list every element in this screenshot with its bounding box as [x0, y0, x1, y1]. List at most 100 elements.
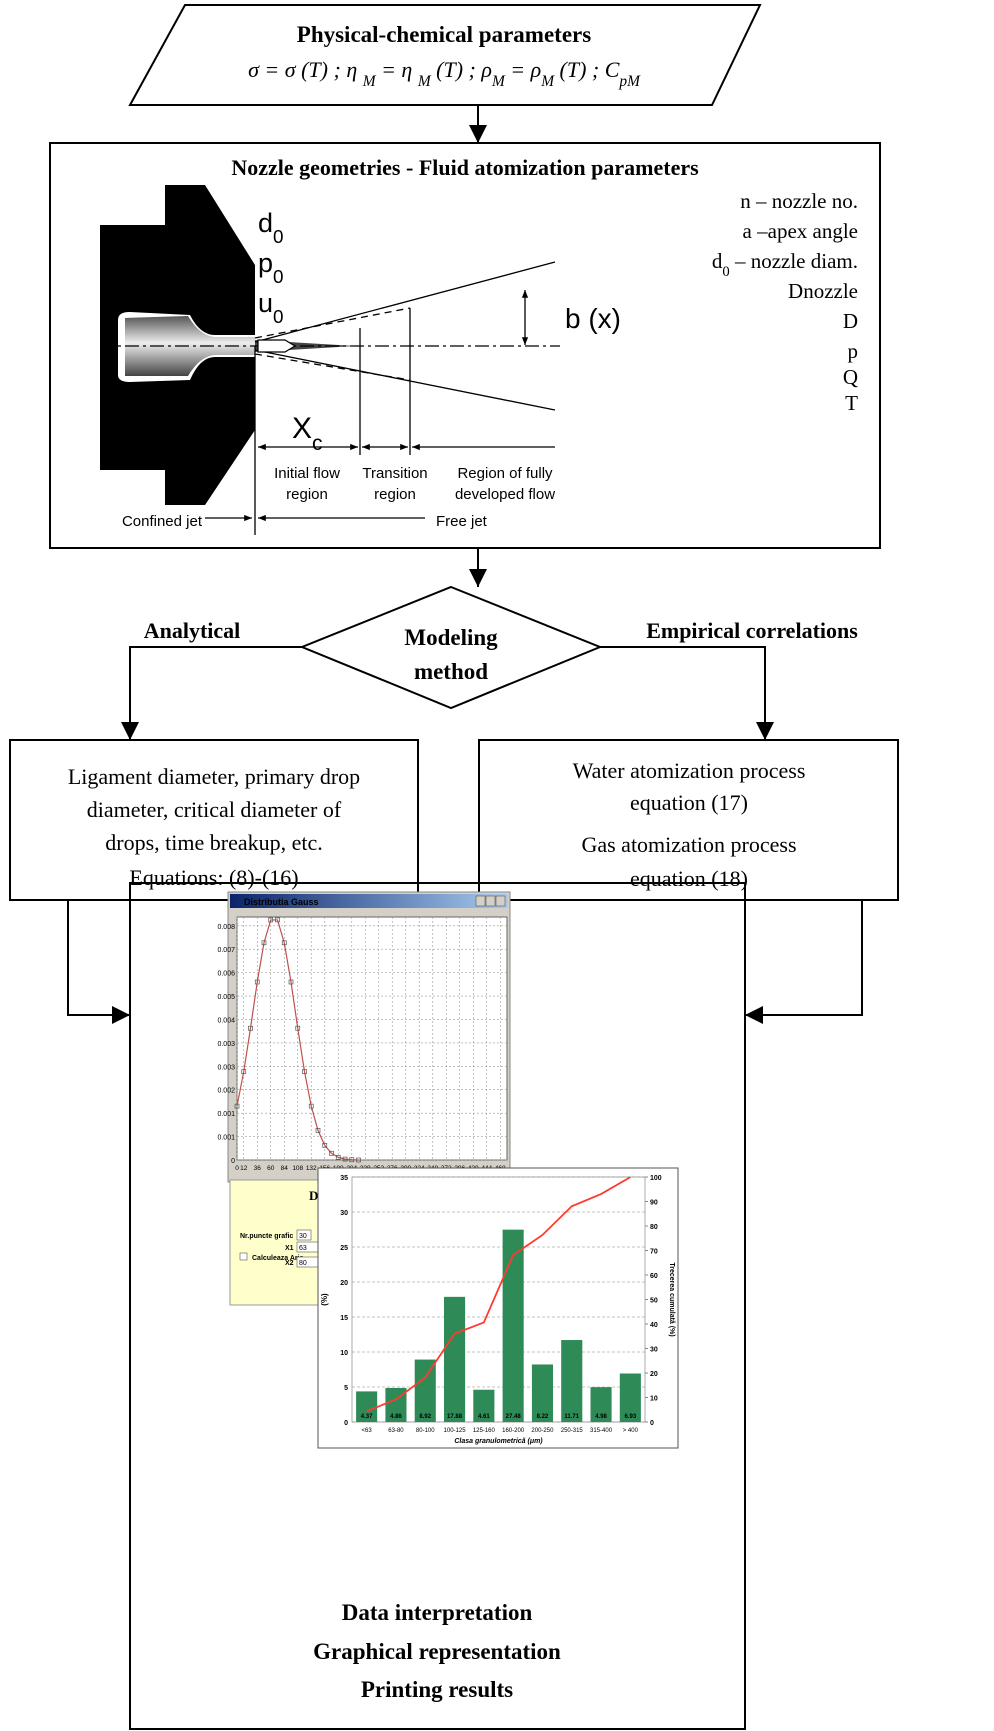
page: {"header": {"title": "Physical-chemical …	[0, 0, 994, 1731]
header-title: Physical-chemical parameters	[297, 22, 591, 47]
parameter: Q	[843, 365, 858, 389]
region-label: Initial flow	[274, 465, 340, 482]
window-button	[496, 896, 505, 906]
input-value: 80	[299, 1260, 307, 1267]
arrow	[130, 647, 302, 740]
y2-tick-label: 90	[650, 1200, 658, 1207]
x-tick-label: 125-160	[473, 1428, 496, 1434]
text-part: M	[362, 73, 377, 90]
y-tick-label: 15	[340, 1315, 348, 1322]
y-tick-label: 0.004	[217, 1017, 235, 1024]
y2-tick-label: 70	[650, 1249, 658, 1256]
y-tick-label: 0.001	[217, 1111, 235, 1118]
nozzle-title: Nozzle geometries - Fluid atomization pa…	[231, 155, 699, 180]
text-part: M	[491, 73, 506, 90]
empirical-text: equation (18)	[630, 866, 748, 891]
y-tick-label: 0.002	[217, 1088, 235, 1095]
region-label: region	[286, 486, 328, 503]
analytical-text: Ligament diameter, primary drop	[68, 764, 360, 789]
text-part: = ρ	[505, 57, 541, 82]
field-label: X1	[285, 1245, 294, 1252]
bar	[561, 1340, 582, 1422]
arrow	[68, 900, 130, 1015]
plot-area	[352, 1177, 645, 1422]
y2-tick-label: 30	[650, 1347, 658, 1354]
x-tick-label: 12	[240, 1165, 248, 1172]
arrow	[745, 900, 862, 1015]
text-part: p	[258, 248, 273, 278]
y2-tick-label: 50	[650, 1298, 658, 1305]
y2-tick-label: 40	[650, 1322, 658, 1329]
text-part: Dnozzle	[788, 279, 858, 303]
parameter: Dnozzle	[788, 279, 858, 303]
region-label: region	[374, 486, 416, 503]
x-tick-label: 315-400	[590, 1428, 613, 1434]
parameter: n – nozzle no.	[740, 189, 858, 213]
bar	[415, 1360, 436, 1422]
analytical-text: drops, time breakup, etc.	[105, 830, 323, 855]
x-tick-label: 63-80	[388, 1428, 404, 1434]
text-part: (T) ; C	[554, 57, 620, 82]
decision-label: Modeling	[404, 625, 498, 650]
value-label: 6.93	[625, 1414, 637, 1420]
text-part: a –apex angle	[743, 219, 858, 243]
confined-label: Confined jet	[122, 513, 203, 530]
output-text: Printing results	[361, 1677, 513, 1702]
output-text: Data interpretation	[342, 1600, 533, 1625]
x-tick-label: 36	[254, 1165, 262, 1172]
region-label: Region of fully	[457, 465, 553, 482]
y-tick-label: 20	[340, 1280, 348, 1287]
x-tick-label: 108	[292, 1165, 303, 1172]
x-axis-title: Clasa granulometrică (μm)	[454, 1438, 543, 1445]
parameter: D	[843, 309, 858, 333]
y2-tick-label: 60	[650, 1273, 658, 1280]
y-tick-label: 0.008	[217, 924, 235, 931]
x-tick-label: 80-100	[416, 1428, 435, 1434]
bar	[503, 1230, 524, 1422]
y2-axis-title: Trecerea cumulată (%)	[668, 1262, 675, 1336]
y-tick-label: 30	[340, 1210, 348, 1217]
y2-tick-label: 10	[650, 1396, 658, 1403]
output-text: Graphical representation	[313, 1639, 561, 1664]
y2-tick-label: 100	[650, 1175, 662, 1182]
text-part: u	[258, 288, 273, 318]
field-label: Nr.puncte grafic	[240, 1233, 293, 1240]
value-label: 4.61	[478, 1414, 490, 1420]
y-tick-label: 35	[340, 1175, 348, 1182]
text-part: p	[848, 339, 859, 363]
value-label: 4.86	[390, 1414, 402, 1420]
field-label: X2	[285, 1260, 294, 1267]
empirical-text: Water atomization process	[573, 758, 806, 783]
x-tick-label: 250-315	[561, 1428, 584, 1434]
value-label: 17.88	[447, 1414, 463, 1420]
x-tick-label: 60	[267, 1165, 275, 1172]
text-part: n – nozzle no.	[740, 189, 858, 213]
x-tick-label: 160-200	[502, 1428, 525, 1434]
decision-label: method	[414, 659, 488, 684]
analytical-text: Equations: (8)-(16)	[129, 865, 298, 890]
text-part: d	[258, 208, 273, 238]
y-tick-label: 25	[340, 1245, 348, 1252]
x-tick-label: 0	[235, 1165, 239, 1172]
analytical-text: diameter, critical diameter of	[87, 797, 342, 822]
diagram: Physical-chemical parameters σ = σ (T) ;…	[0, 0, 994, 1731]
x-tick-label: 200-250	[531, 1428, 554, 1434]
window-button	[486, 896, 495, 906]
text-part: M	[417, 73, 432, 90]
x-tick-label: 100-125	[444, 1428, 467, 1434]
text-part: 0	[273, 267, 284, 288]
text-part: – nozzle diam.	[730, 249, 858, 273]
x-tick-label: > 400	[623, 1428, 639, 1434]
text-part: d	[712, 249, 723, 273]
y2-tick-label: 0	[650, 1420, 654, 1427]
window-button	[476, 896, 485, 906]
text-part: σ = σ (T) ; η	[248, 57, 363, 82]
text-part: T	[845, 391, 858, 415]
text-part: = η	[376, 57, 418, 82]
y-tick-label: 0.003	[217, 1041, 235, 1048]
text-part: X	[292, 412, 312, 445]
parameter: T	[845, 391, 858, 415]
parameter: p	[848, 339, 859, 363]
field-label: Calculeaza Aria	[252, 1255, 304, 1262]
bar	[444, 1297, 465, 1422]
